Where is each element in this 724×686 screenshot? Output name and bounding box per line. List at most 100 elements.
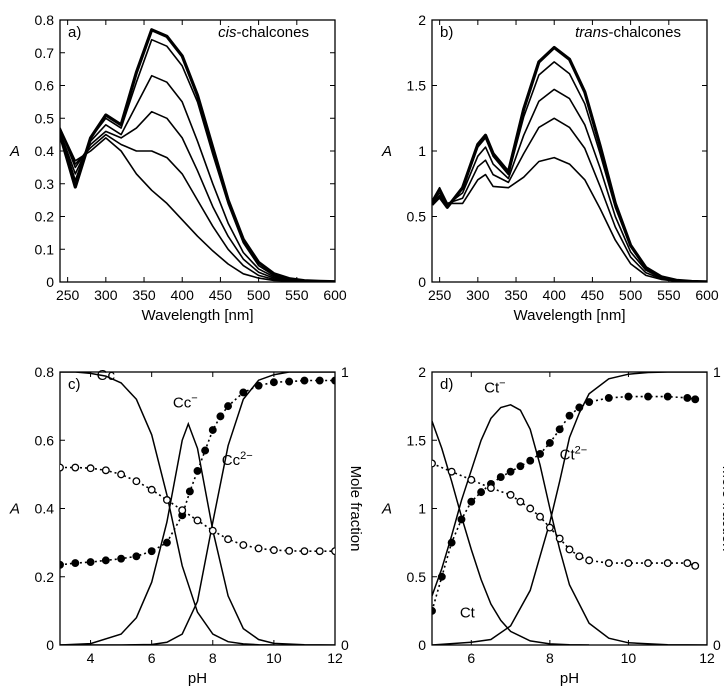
data-point: [208, 526, 217, 535]
x-tick-label: 4: [87, 650, 95, 666]
absorbance-trend-line: [60, 466, 335, 552]
panel-label: c): [68, 376, 81, 393]
species-label: Ct−: [484, 377, 505, 396]
plot-frame: [59, 19, 336, 283]
data-point: [644, 392, 653, 401]
data-point: [117, 470, 126, 479]
y-tick-label: 0.4: [35, 501, 55, 517]
mole-fraction-curve: [60, 421, 335, 645]
y-tick-label: 0.3: [35, 176, 55, 192]
data-point: [285, 377, 294, 386]
data-point: [432, 459, 436, 468]
data-point: [585, 398, 594, 406]
chart-panel-a: 250 300 350 400 450 500 550 600 0 0.1 0.2 0.3 0.4 0.5…: [9, 12, 347, 324]
data-point: [147, 547, 156, 556]
x-tick-label: 550: [657, 287, 681, 303]
chart-panel-b: 250 300 350 400 450 500 550 600 0 0.5 1 1.5 2 Wavelen…: [381, 12, 719, 324]
y2-tick-label: 0: [341, 637, 349, 653]
data-point: [565, 411, 574, 420]
data-point: [315, 376, 324, 385]
x-tick-label: 300: [94, 287, 118, 303]
y-tick-label: 0: [46, 637, 54, 653]
data-point: [331, 547, 335, 556]
data-point: [224, 535, 233, 544]
plot-frame: [59, 371, 336, 646]
y-tick-label: 0: [46, 274, 54, 290]
data-point: [269, 546, 278, 555]
data-point: [60, 463, 64, 472]
data-point: [447, 467, 456, 476]
data-point: [132, 552, 141, 561]
data-point: [315, 547, 324, 556]
panel-title-italic: trans: [575, 24, 609, 41]
y-axis-title: A: [9, 501, 20, 518]
data-point: [575, 403, 584, 412]
data-point: [331, 376, 335, 385]
x-tick-label: 400: [543, 287, 567, 303]
data-point: [526, 504, 535, 513]
x-axis-title: Wavelength [nm]: [514, 307, 626, 324]
data-point: [86, 558, 95, 567]
y-axis-title: A: [381, 501, 392, 518]
data-point: [555, 425, 564, 434]
data-point: [575, 552, 584, 561]
data-point: [467, 497, 476, 506]
mole-fraction-curve: [432, 403, 707, 645]
data-point: [683, 559, 692, 568]
y-tick-label: 0: [418, 274, 426, 290]
panel-title-rest: -chalcones: [608, 24, 681, 41]
data-point: [467, 475, 476, 484]
data-point: [663, 559, 672, 568]
y2-tick-label: 0: [713, 637, 721, 653]
data-point: [208, 426, 217, 434]
data-point: [663, 392, 672, 401]
data-point: [565, 545, 574, 554]
data-point: [536, 512, 544, 521]
data-point: [477, 488, 486, 497]
data-point: [555, 534, 564, 543]
plot-area: [60, 28, 335, 282]
y2-axis-title: Mole fraction: [347, 466, 364, 552]
data-point: [432, 606, 436, 615]
species-label: Ct: [460, 605, 476, 622]
data-point: [239, 388, 248, 397]
x-tick-label: 8: [209, 650, 217, 666]
species-label-text: Cc: [222, 452, 241, 469]
spectrum-line: [432, 45, 707, 282]
data-point: [496, 473, 505, 482]
data-point: [162, 496, 171, 504]
species-label-text: Ct: [484, 379, 500, 396]
x-tick-label: 450: [209, 287, 233, 303]
data-point: [101, 556, 110, 565]
data-point: [516, 497, 525, 506]
y-tick-label: 0.6: [35, 78, 55, 94]
data-point: [71, 559, 80, 568]
x-tick-label: 350: [504, 287, 528, 303]
y2-axis-title: Mole fraction: [719, 466, 724, 552]
species-label-text: Cc: [173, 394, 192, 411]
data-point: [285, 546, 294, 555]
panel-label: a): [68, 24, 81, 41]
spectrum-line: [432, 117, 707, 282]
data-point: [132, 477, 141, 486]
y-tick-label: 1.5: [407, 432, 427, 448]
spectrum-line: [60, 74, 335, 282]
data-point: [216, 412, 225, 421]
y2-tick-label: 1: [713, 364, 721, 380]
panel-title-rest: -chalcones: [236, 24, 309, 41]
data-point: [624, 392, 633, 401]
species-label-sup: −: [191, 392, 197, 404]
data-point: [536, 449, 544, 458]
y-tick-label: 0.5: [407, 209, 427, 225]
data-point: [193, 516, 202, 525]
x-tick-label: 6: [148, 650, 156, 666]
species-label-text: Ct: [560, 446, 576, 463]
data-point: [545, 439, 554, 447]
y-tick-label: 1: [418, 501, 426, 517]
x-tick-label: 600: [695, 287, 719, 303]
y-tick-label: 2: [418, 364, 426, 380]
data-point: [447, 538, 456, 547]
panel-label: d): [440, 376, 453, 393]
